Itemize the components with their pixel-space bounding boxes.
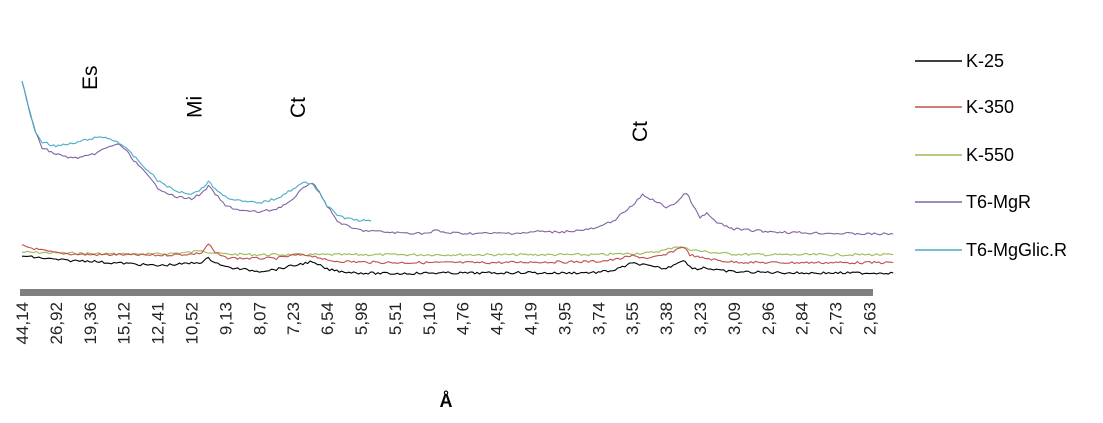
x-tick-label: 3,38 [657, 302, 676, 335]
peak-label-ct: Ct [287, 97, 310, 118]
x-tick-label: 9,13 [216, 302, 235, 335]
x-tick-label: 3,09 [725, 302, 744, 335]
x-tick-label: 19,36 [81, 302, 100, 345]
x-tick-label: 3,74 [589, 302, 608, 335]
series-line-k-550 [21, 246, 894, 257]
x-tick-label: 6,54 [318, 302, 337, 335]
peak-annotations: Es Mi Ct Ct [79, 65, 652, 142]
x-tick-label: 8,07 [250, 302, 269, 335]
legend-label: K-350 [966, 97, 1014, 117]
x-axis-label: Å [440, 391, 453, 411]
x-tick-labels: 44,14 26,92 19,36 15,12 12,41 10,52 9,13 8,07 7,… [13, 302, 880, 345]
x-tick-label: 4,45 [488, 302, 507, 335]
x-tick-label: 2,73 [827, 302, 846, 335]
x-tick-label: 3,95 [555, 302, 574, 335]
x-tick-label: 2,84 [793, 302, 812, 335]
x-tick-label: 26,92 [47, 302, 66, 345]
peak-label-mi: Mi [184, 96, 207, 118]
x-tick-label: 5,51 [386, 302, 405, 335]
legend-label: K-25 [966, 51, 1004, 71]
series-layer [21, 81, 894, 275]
x-tick-label: 44,14 [13, 302, 32, 345]
peak-label-ct: Ct [629, 121, 652, 142]
x-axis-bar [20, 289, 873, 296]
x-tick-label: 2,63 [861, 302, 880, 335]
x-tick-label: 12,41 [149, 302, 168, 345]
legend-label: T6-MgGlic.R [966, 240, 1067, 260]
x-tick-label: 4,19 [522, 302, 541, 335]
legend-label: T6-MgR [966, 192, 1031, 212]
series-line-t6-mgr [21, 81, 894, 236]
x-tick-label: 7,23 [284, 302, 303, 335]
series-line-t6-mgglic-r [21, 81, 372, 222]
x-tick-label: 2,96 [759, 302, 778, 335]
legend: K-25 K-350 K-550 T6-MgR T6-MgGlic.R [915, 51, 1067, 260]
x-tick-label: 3,55 [623, 302, 642, 335]
x-tick-label: 5,10 [420, 302, 439, 335]
legend-label: K-550 [966, 145, 1014, 165]
x-tick-label: 3,23 [691, 302, 710, 335]
peak-label-es: Es [79, 65, 102, 90]
series-line-k-25 [21, 255, 894, 275]
x-tick-label: 5,98 [352, 302, 371, 335]
x-tick-label: 10,52 [183, 302, 202, 345]
series-line-k-350 [21, 243, 894, 265]
x-tick-label: 4,76 [454, 302, 473, 335]
x-tick-label: 15,12 [115, 302, 134, 345]
